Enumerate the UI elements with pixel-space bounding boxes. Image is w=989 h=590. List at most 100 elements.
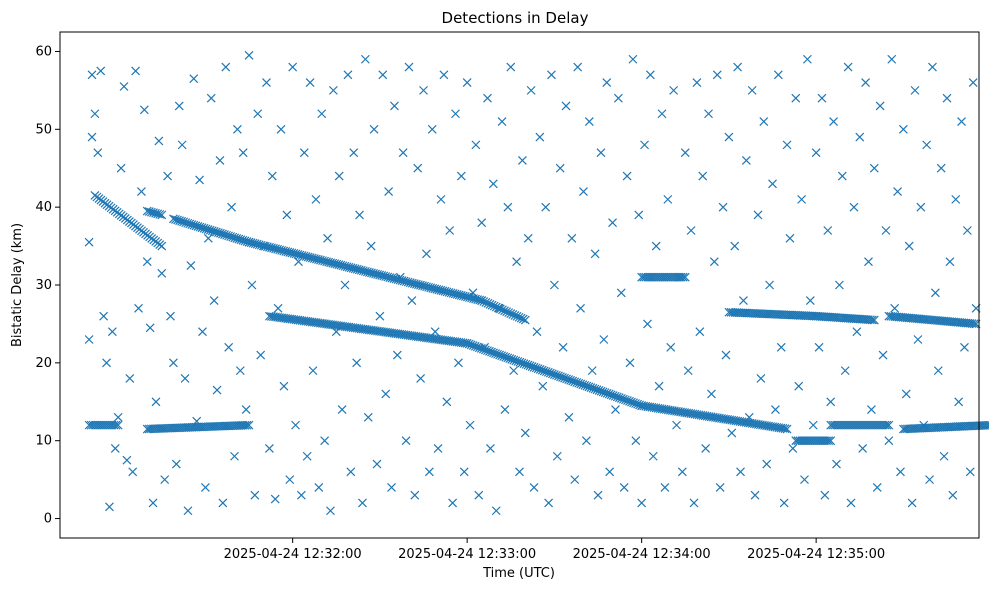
detection-marker bbox=[678, 272, 688, 282]
detection-marker bbox=[910, 85, 920, 95]
detection-marker bbox=[212, 385, 222, 395]
detection-marker bbox=[645, 272, 655, 282]
detection-marker bbox=[823, 226, 833, 235]
detection-marker bbox=[547, 70, 556, 80]
detection-marker bbox=[328, 85, 338, 95]
x-tick-label: 2025-04-24 12:35:00 bbox=[747, 547, 885, 562]
detection-marker bbox=[712, 70, 722, 80]
detection-marker bbox=[867, 315, 877, 325]
detection-marker bbox=[698, 171, 708, 181]
detection-marker bbox=[869, 163, 879, 173]
detection-marker bbox=[832, 459, 841, 469]
detection-marker bbox=[616, 288, 626, 298]
detection-marker bbox=[628, 54, 638, 64]
detection-marker bbox=[84, 420, 94, 430]
detection-marker bbox=[267, 171, 277, 181]
y-axis-ticks: 0 10 20 30 40 50 60 bbox=[35, 44, 60, 527]
detection-marker bbox=[227, 202, 237, 212]
detection-marker bbox=[794, 381, 804, 391]
y-tick-label: 0 bbox=[44, 512, 52, 527]
detection-marker bbox=[631, 436, 641, 446]
detection-marker bbox=[651, 272, 661, 282]
detection-marker bbox=[878, 350, 888, 360]
detection-marker bbox=[683, 366, 693, 376]
detection-marker bbox=[584, 117, 594, 126]
detection-marker bbox=[131, 66, 141, 76]
detection-marker bbox=[768, 179, 777, 189]
detection-marker bbox=[378, 70, 388, 80]
detection-marker bbox=[503, 202, 513, 212]
detection-marker bbox=[561, 101, 571, 111]
detection-marker bbox=[433, 444, 443, 453]
detection-marker bbox=[244, 420, 254, 430]
detection-marker bbox=[549, 280, 559, 290]
detection-marker bbox=[264, 444, 274, 453]
detection-marker bbox=[520, 315, 530, 325]
detection-marker bbox=[676, 272, 686, 282]
detection-marker bbox=[739, 296, 748, 305]
detection-marker bbox=[648, 451, 658, 461]
detection-marker bbox=[95, 420, 104, 430]
detection-marker bbox=[360, 54, 370, 64]
detection-marker bbox=[456, 171, 466, 181]
y-tick-label: 20 bbox=[35, 356, 52, 371]
detection-marker bbox=[209, 296, 219, 305]
detection-marker bbox=[195, 175, 205, 185]
detection-marker bbox=[247, 280, 257, 290]
detection-marker bbox=[375, 311, 385, 321]
detection-marker bbox=[340, 280, 350, 290]
detection-marker bbox=[311, 194, 321, 204]
detection-marker bbox=[532, 327, 542, 337]
detection-marker bbox=[282, 210, 292, 220]
detection-marker bbox=[904, 241, 914, 251]
detection-marker bbox=[358, 498, 367, 508]
detection-marker bbox=[168, 358, 178, 368]
detection-marker bbox=[93, 148, 103, 158]
detection-marker bbox=[439, 70, 449, 80]
detection-marker bbox=[672, 420, 681, 430]
detection-marker bbox=[395, 272, 405, 282]
detection-marker bbox=[901, 389, 911, 399]
detection-marker bbox=[837, 171, 847, 181]
chart-title: Detections in Delay bbox=[442, 9, 589, 27]
detection-marker bbox=[653, 272, 663, 282]
detection-marker bbox=[105, 420, 115, 430]
detection-marker bbox=[773, 70, 783, 80]
x-tick-label: 2025-04-24 12:34:00 bbox=[573, 547, 711, 562]
detection-marker bbox=[99, 311, 109, 321]
detection-marker bbox=[747, 85, 757, 95]
detection-marker bbox=[573, 62, 583, 72]
detection-marker bbox=[611, 405, 620, 414]
detection-marker bbox=[515, 467, 524, 477]
detection-marker bbox=[137, 187, 146, 197]
detection-marker bbox=[186, 261, 196, 270]
detection-marker bbox=[872, 482, 882, 492]
detection-marker bbox=[401, 436, 411, 446]
detection-marker bbox=[695, 327, 705, 337]
detection-marker bbox=[262, 78, 271, 88]
detection-marker bbox=[299, 148, 309, 158]
detection-marker bbox=[518, 314, 528, 324]
detection-marker bbox=[805, 296, 815, 305]
detection-marker bbox=[242, 420, 252, 430]
detection-marker bbox=[960, 342, 969, 352]
detection-marker bbox=[279, 381, 289, 391]
detection-marker bbox=[483, 93, 492, 103]
detection-marker bbox=[111, 420, 121, 430]
detection-marker bbox=[500, 405, 510, 414]
detection-marker bbox=[174, 101, 184, 111]
detection-marker bbox=[954, 397, 964, 407]
detection-marker bbox=[779, 498, 789, 508]
detection-marker bbox=[206, 93, 216, 103]
detection-marker bbox=[922, 140, 932, 150]
detection-marker bbox=[655, 272, 665, 282]
detection-marker bbox=[657, 109, 667, 119]
detection-marker bbox=[544, 498, 554, 508]
detection-marker bbox=[824, 436, 834, 446]
detection-marker bbox=[372, 459, 382, 469]
detection-marker bbox=[641, 272, 651, 282]
detection-marker bbox=[701, 444, 711, 453]
detection-marker bbox=[715, 482, 725, 492]
detection-marker bbox=[105, 502, 114, 512]
detection-marker bbox=[390, 101, 399, 111]
